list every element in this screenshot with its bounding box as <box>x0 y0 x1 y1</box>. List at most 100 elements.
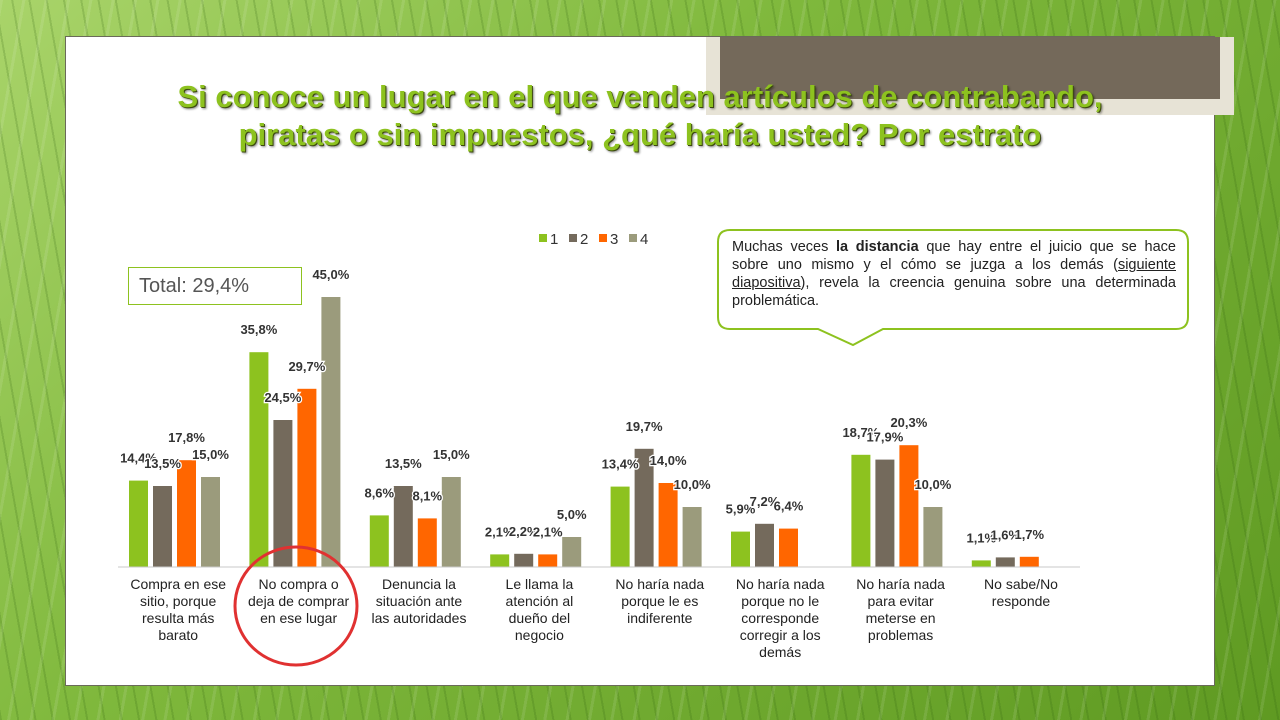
data-label-series-3-cat-8: 1,7% <box>1014 527 1044 542</box>
category-label-compra-en-ese-sitio-porque-resulta-mas-barato: Compra en ese sitio, porque resulta más bar… <box>130 576 226 643</box>
category-label-no-haria-nada-porque-le-es-indiferente: No haría nada porque le es indiferente <box>615 576 704 626</box>
bar-series-3-cat-4 <box>538 554 558 567</box>
bars-group <box>129 297 1039 567</box>
bar-series-3-cat-3 <box>417 518 437 567</box>
bar-series-2-cat-5 <box>634 448 654 567</box>
bar-series-2-cat-3 <box>393 486 413 567</box>
legend-swatch-1 <box>539 234 547 242</box>
category-label-line: para evitar <box>868 593 934 609</box>
data-label-series-4-cat-2: 45,0% <box>312 267 349 282</box>
data-label-series-4-cat-5: 10,0% <box>674 477 711 492</box>
category-label-line: meterse en <box>866 610 936 626</box>
legend: 1 2 3 4 <box>539 231 648 248</box>
category-label-line: barato <box>158 627 198 643</box>
bar-series-1-cat-7 <box>851 454 871 567</box>
title-line-1: Si conoce un lugar en el que venden artí… <box>177 79 1103 114</box>
category-label-line: las autoridades <box>372 610 467 626</box>
data-label-series-4-cat-3: 15,0% <box>433 447 470 462</box>
data-label-series-2-cat-7: 17,9% <box>866 430 903 445</box>
category-label-line: demás <box>759 644 801 660</box>
data-label-series-1-cat-3: 8,6% <box>364 485 394 500</box>
bar-series-3-cat-2 <box>297 388 317 567</box>
legend-swatch-4 <box>629 234 637 242</box>
bar-series-4-cat-4 <box>562 537 582 567</box>
legend-swatch-2 <box>569 234 577 242</box>
data-label-series-1-cat-2: 35,8% <box>240 322 277 337</box>
data-label-series-3-cat-4: 2,1% <box>533 524 563 539</box>
bar-series-1-cat-6 <box>731 531 750 567</box>
bar-series-1-cat-1 <box>129 480 148 567</box>
legend-label-2: 2 <box>580 231 588 248</box>
category-label-line: corresponde <box>741 610 819 626</box>
data-label-series-4-cat-7: 10,0% <box>914 477 951 492</box>
data-label-series-1-cat-7: 18,7% <box>842 425 879 440</box>
data-label-series-2-cat-8: 1,6% <box>990 527 1020 542</box>
category-label-no-sabe-no-responde: No sabe/No responde <box>984 576 1058 609</box>
data-labels-group: 14,4%13,5%17,8%15,0%35,8%24,5%29,7%45,0%… <box>119 266 1046 547</box>
category-labels-group: Compra en ese sitio, porque resulta más bar… <box>130 576 1058 660</box>
title-line-2: piratas o sin impuestos, ¿qué haría uste… <box>238 117 1042 152</box>
data-label-series-1-cat-4: 2,1% <box>485 524 515 539</box>
category-label-line: negocio <box>515 627 564 643</box>
legend-label-4: 4 <box>640 231 648 248</box>
category-label-line: No sabe/No <box>984 576 1058 592</box>
category-label-line: Denuncia la <box>382 576 456 592</box>
category-label-line: No haría nada <box>736 576 825 592</box>
category-label-line: porque le es <box>621 593 698 609</box>
category-label-line: Compra en ese <box>130 576 226 592</box>
bar-series-1-cat-5 <box>610 486 630 567</box>
bar-series-4-cat-7 <box>923 507 943 567</box>
category-label-line: porque no le <box>741 593 819 609</box>
data-label-series-1-cat-1: 14,4% <box>120 451 157 466</box>
bar-series-4-cat-1 <box>201 477 220 567</box>
data-label-series-3-cat-5: 14,0% <box>650 453 687 468</box>
data-label-series-2-cat-3: 13,5% <box>385 456 422 471</box>
bar-series-2-cat-7 <box>875 459 895 567</box>
data-label-series-1-cat-6: 5,9% <box>726 502 756 517</box>
bar-series-2-cat-6 <box>755 523 774 567</box>
bar-series-1-cat-3 <box>369 515 389 567</box>
category-label-line: dueño del <box>509 610 571 626</box>
data-label-series-3-cat-7: 20,3% <box>890 415 927 430</box>
bar-series-3-cat-8 <box>1019 556 1039 567</box>
bar-series-4-cat-5 <box>682 507 702 567</box>
legend-label-3: 3 <box>610 231 618 248</box>
bar-series-3-cat-6 <box>779 528 798 567</box>
data-label-series-1-cat-5: 13,4% <box>602 457 639 472</box>
total-box: Total: 29,4% <box>128 267 302 305</box>
category-label-line: indiferente <box>627 610 693 626</box>
bar-series-2-cat-2 <box>273 420 293 567</box>
callout-text: Muchas veces la distancia que hay entre … <box>732 238 1176 310</box>
bar-series-4-cat-2 <box>321 297 341 567</box>
category-label-line: situación ante <box>376 593 463 609</box>
category-label-line: corregir a los <box>740 627 821 643</box>
category-label-line: atención al <box>506 593 574 609</box>
data-label-series-2-cat-6: 7,2% <box>750 494 780 509</box>
data-label-series-2-cat-4: 2,2% <box>509 524 539 539</box>
category-label-denuncia-la-situacion-ante-las-autoridades: Denuncia la situación ante las autoridades <box>372 576 467 626</box>
data-label-series-4-cat-1: 15,0% <box>192 447 229 462</box>
bar-series-1-cat-8 <box>971 560 991 567</box>
bar-series-2-cat-1 <box>153 486 172 567</box>
callout-bold: la distancia <box>836 239 919 255</box>
callout-underline: siguiente diapositiva <box>732 257 1176 291</box>
data-label-series-2-cat-2: 24,5% <box>264 390 301 405</box>
bar-series-3-cat-1 <box>177 460 196 567</box>
legend-label-1: 1 <box>550 231 558 248</box>
category-label-line: Le llama la <box>506 576 574 592</box>
callout-part-1: Muchas veces <box>732 239 837 255</box>
category-label-no-haria-nada-para-evitar-meterse-en-problemas: No haría nada para evitar meterse en proble… <box>856 576 945 643</box>
category-label-line: sitio, porque <box>140 593 216 609</box>
category-label-line: en ese lugar <box>260 610 337 626</box>
bar-series-2-cat-4 <box>514 553 534 567</box>
category-label-no-compra-o-deja-de-comprar-en-ese-lugar: No compra o deja de comprar en ese lugar <box>248 576 350 626</box>
highlight-circle <box>233 545 359 667</box>
page-title: Si conoce un lugar en el que venden artí… <box>95 78 1185 154</box>
data-label-series-2-cat-1: 13,5% <box>144 456 181 471</box>
bar-series-3-cat-5 <box>658 483 678 567</box>
data-label-series-1-cat-8: 1,1% <box>966 530 996 545</box>
category-label-line: resulta más <box>142 610 214 626</box>
category-label-line: problemas <box>868 627 933 643</box>
